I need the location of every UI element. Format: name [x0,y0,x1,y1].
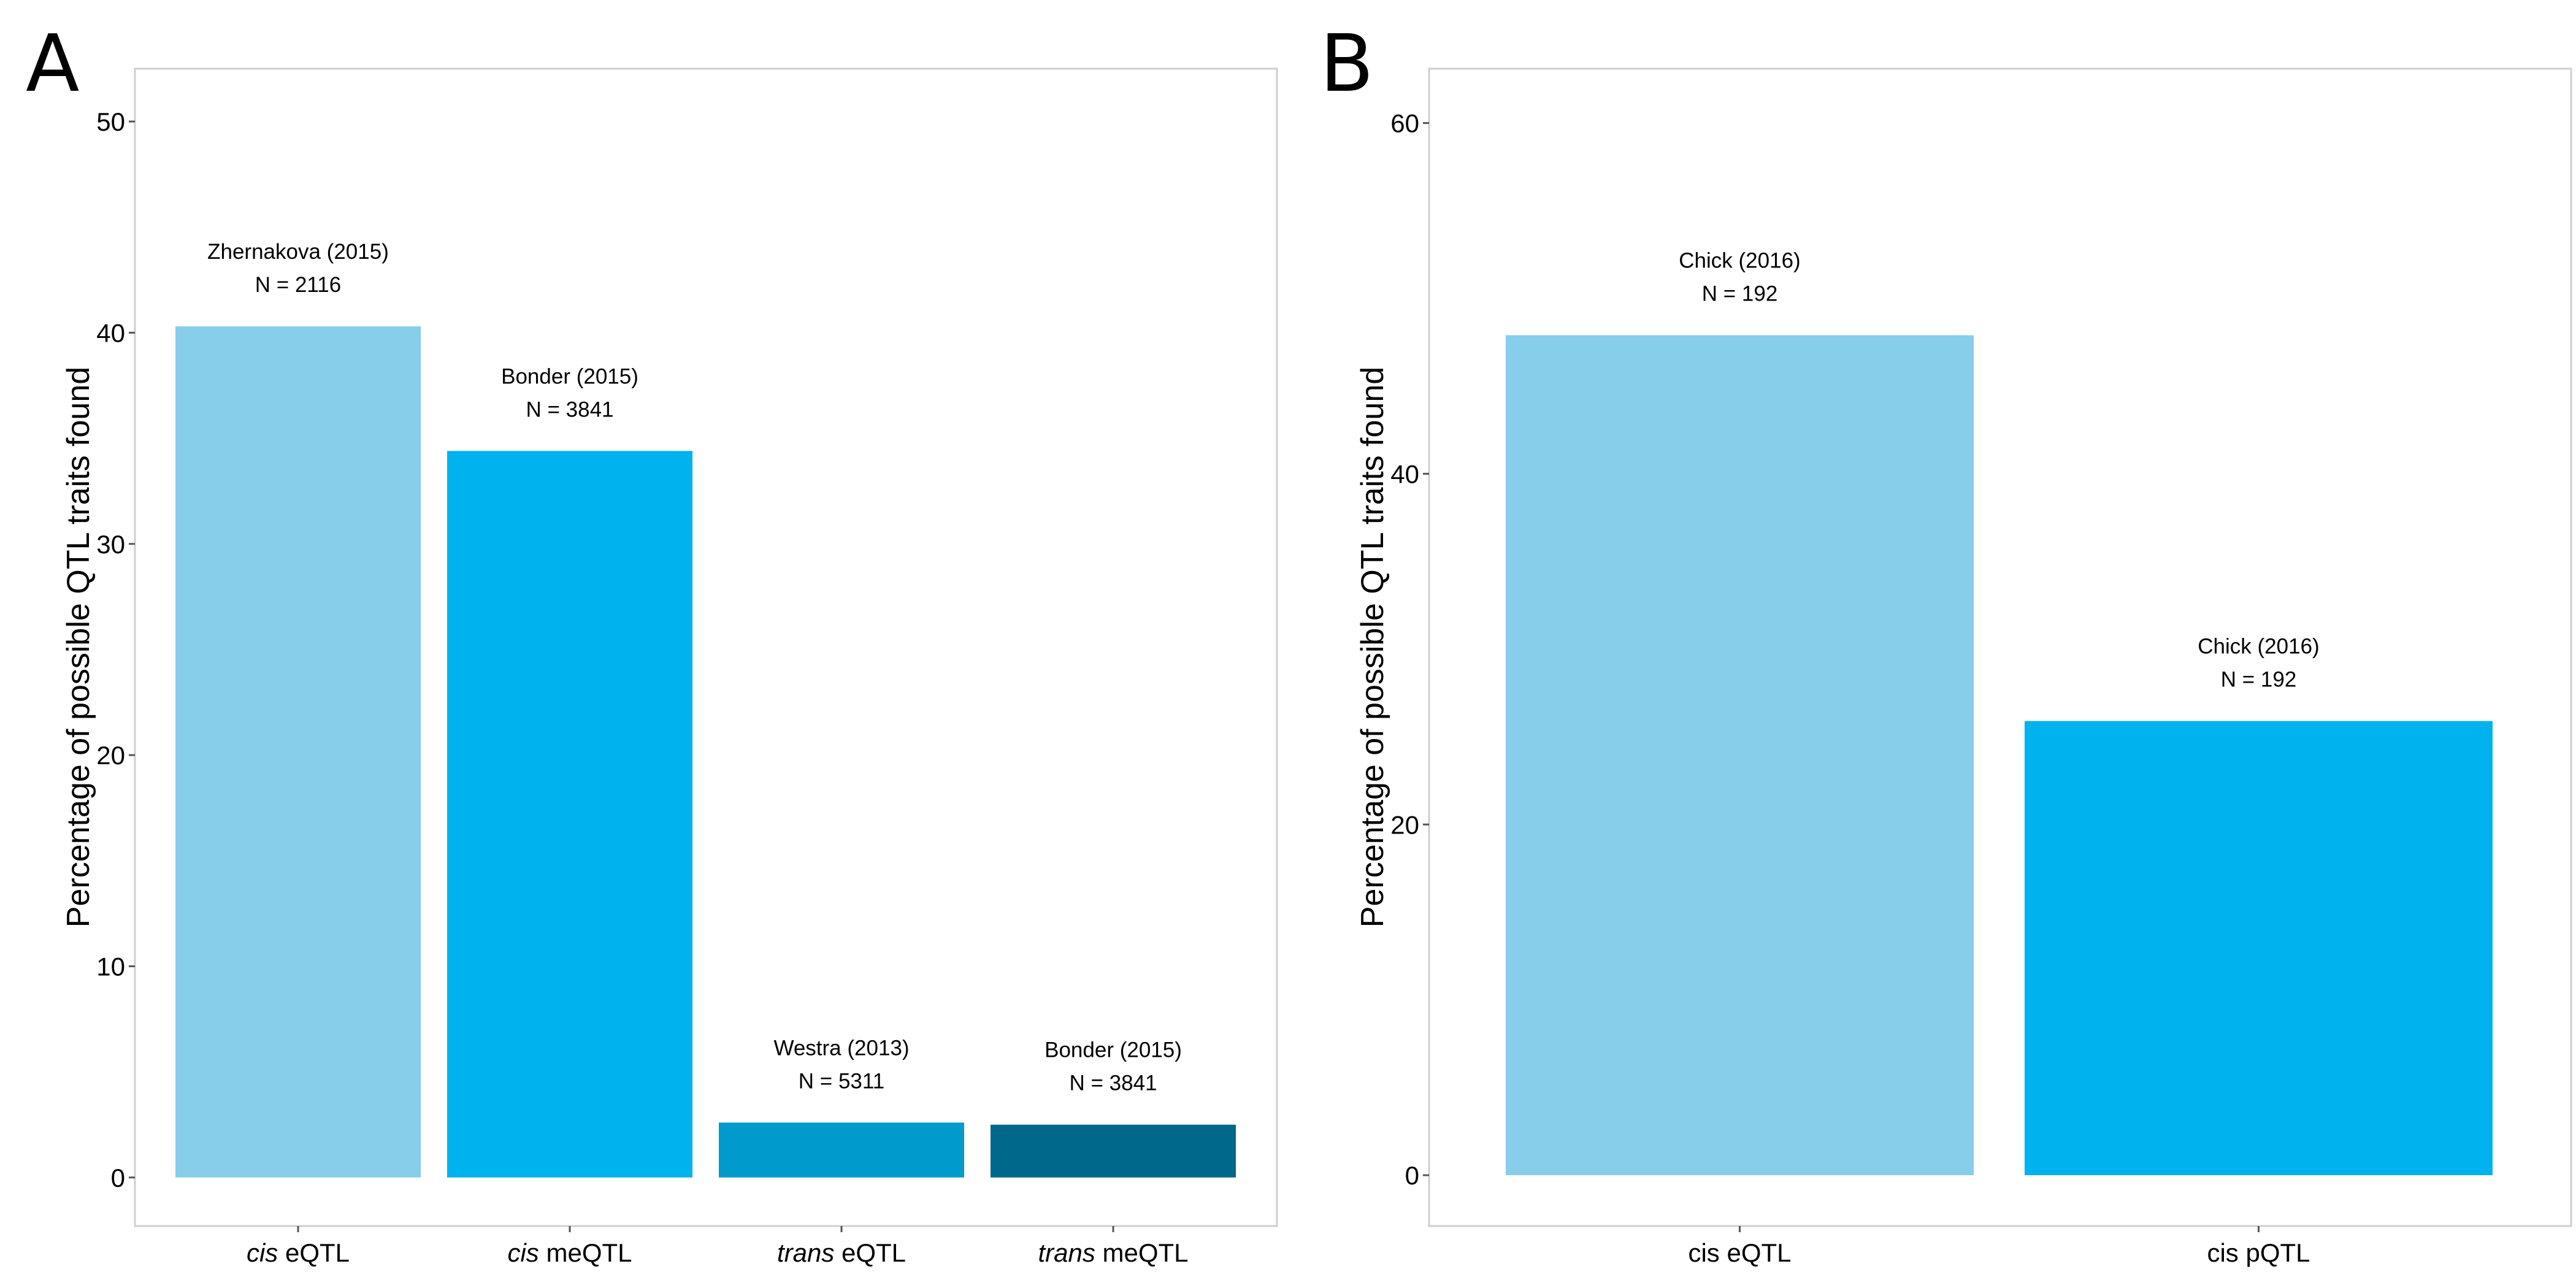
y-tick-label: 10 [96,952,125,981]
panel-b-plot-frame [1428,67,2572,1227]
panel-a-bars [175,326,1236,1178]
bar-annotation-source: Westra (2013) [773,1036,909,1060]
bar [991,1124,1236,1178]
x-tick-label: cis eQTL [247,1238,350,1267]
panel-b-letter: B [1320,18,1374,110]
bar [719,1122,964,1178]
bar-annotation-source: Bonder (2015) [501,364,638,388]
x-tick-label: cis eQTL [1688,1238,1791,1267]
y-tick-label: 50 [96,107,125,136]
bar-annotation-n: N = 192 [2221,668,2297,692]
panel-b: B Percentage of possible QTL traits foun… [1320,18,2572,1267]
bar-annotation-source: Chick (2016) [2198,635,2319,659]
x-tick-label: cis meQTL [507,1238,632,1267]
panel-a: A Percentage of possible QTL traits foun… [26,18,1278,1267]
bar-annotation-n: N = 2116 [255,273,341,297]
bar [447,451,692,1178]
bar-annotation-n: N = 3841 [1069,1071,1157,1095]
bar-annotation-source: Zhernakova (2015) [207,240,389,264]
x-tick-label: cis pQTL [2207,1238,2310,1267]
bar-annotation-n: N = 192 [1702,282,1778,306]
y-tick-label: 0 [1405,1161,1419,1190]
bar-annotation-source: Bonder (2015) [1045,1038,1182,1062]
bar-annotation-n: N = 5311 [799,1069,884,1093]
panel-a-letter: A [26,18,80,110]
y-tick-label: 40 [96,318,125,347]
bar [175,326,421,1178]
x-tick-label: trans meQTL [1038,1238,1188,1267]
panel-a-plot-frame [134,67,1278,1227]
bar [1506,335,1974,1176]
panel-b-y-axis: 0 20 40 60 [1390,109,1429,1190]
y-tick-label: 60 [1390,109,1419,138]
panel-b-x-axis: cis eQTL cis pQTL [1688,1226,2310,1267]
panel-b-bars [1506,335,2493,1176]
y-tick-label: 0 [111,1163,125,1192]
y-tick-label: 40 [1390,459,1419,488]
panel-a-x-axis: cis eQTL cis meQTL trans eQTL trans meQTL [247,1226,1189,1267]
x-tick-label: trans eQTL [777,1238,906,1267]
panel-a-bar-annotations: Zhernakova (2015) N = 2116 Bonder (2015) N … [207,240,1182,1095]
y-tick-label: 20 [96,741,125,770]
panel-b-y-axis-title: Percentage of possible QTL traits found [1355,367,1390,927]
panel-b-bar-annotations: Chick (2016) N = 192 Chick (2016) N = 192 [1679,249,2319,692]
bar-annotation-n: N = 3841 [526,397,613,421]
bar-annotation-source: Chick (2016) [1679,249,1800,273]
y-tick-label: 20 [1390,810,1419,839]
panel-a-y-axis-title: Percentage of possible QTL traits found [61,367,96,927]
panel-a-y-axis: 0 10 20 30 40 50 [96,107,135,1192]
bar [2025,721,2493,1176]
y-tick-label: 30 [96,530,125,559]
